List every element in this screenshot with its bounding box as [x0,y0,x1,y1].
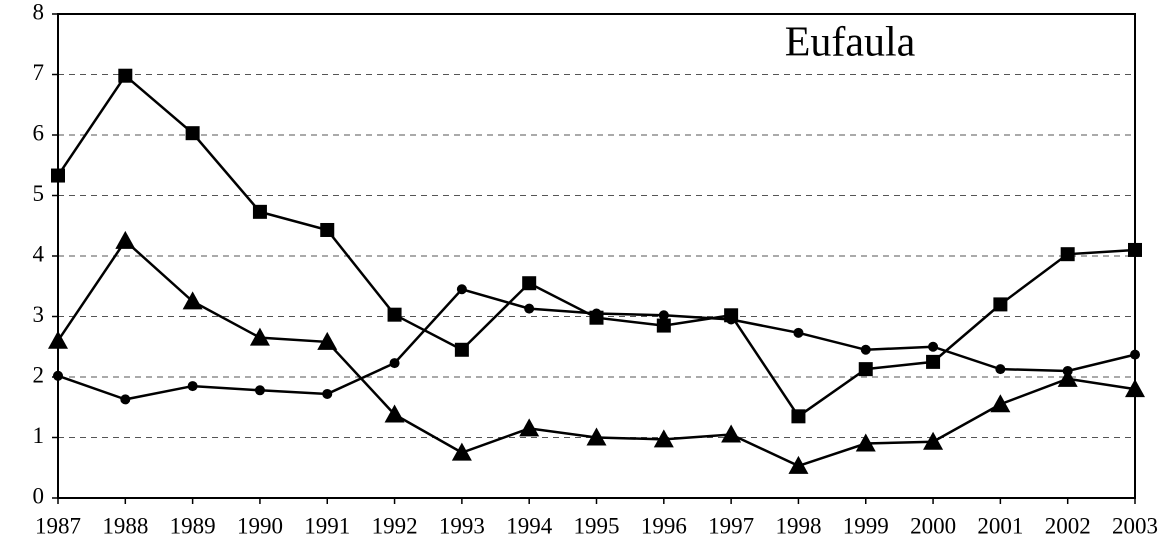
x-tick-label: 2003 [1112,513,1158,538]
y-tick-label: 4 [33,241,45,266]
triangle-marker [721,424,742,443]
triangle-marker [1057,368,1078,387]
y-tick-label: 2 [33,362,45,387]
triangle-marker [115,230,136,249]
square-marker [118,68,133,83]
y-tick-label: 7 [33,60,45,85]
circle-marker [995,364,1006,375]
y-tick-label: 0 [33,483,45,508]
square-marker [252,204,267,219]
x-tick-label: 1988 [102,513,148,538]
triangle-marker [519,418,540,437]
circle-marker [1062,365,1073,376]
triangle-marker [182,291,203,310]
circle-marker [591,308,602,319]
square-marker [858,362,873,377]
series-line [57,287,1136,401]
series-line [56,73,1136,419]
circle-marker [524,303,535,314]
x-tick-label: 1999 [843,513,889,538]
x-tick-label: 1997 [708,513,754,538]
square-marker [791,409,806,424]
triangle-marker [317,331,338,350]
square-marker [185,126,200,141]
triangle-marker [990,394,1011,413]
x-tick-label: 1998 [775,513,821,538]
triangle-marker [48,330,68,349]
circle-marker [120,394,131,405]
x-tick-label: 1987 [35,513,81,538]
triangle-marker [451,442,472,461]
circle-marker [187,381,198,392]
triangle-marker [586,427,607,446]
x-tick-label: 1991 [304,513,350,538]
circle-marker [322,388,333,399]
circle-marker [1130,349,1140,360]
square-marker [522,276,537,291]
y-tick-label: 1 [33,423,45,448]
x-tick-label: 1992 [372,513,418,538]
square-marker [387,307,402,322]
x-tick-label: 2001 [977,513,1023,538]
circle-marker [53,370,63,381]
triangle-marker [384,404,405,423]
x-tick-label: 1994 [506,513,553,538]
triangle-marker [653,429,674,448]
y-tick-label: 3 [33,302,45,327]
triangle-marker [855,433,876,452]
y-tick-label: 8 [33,0,45,24]
circle-marker [254,385,265,396]
square-marker [454,342,469,357]
x-tick-label: 2000 [910,513,956,538]
square-marker [1060,247,1075,262]
circle-marker [726,314,737,325]
circle-marker [456,284,467,295]
circle-marker [928,341,939,352]
x-tick-label: 2002 [1045,513,1091,538]
x-tick-label: 1996 [641,513,687,538]
circle-marker [860,344,871,355]
x-tick-label: 1995 [574,513,620,538]
triangle-marker [923,431,944,450]
square-marker [51,168,65,183]
triangle-marker [249,327,270,346]
chart-title: Eufaula [785,20,916,66]
triangle-marker [788,455,809,474]
x-tick-label: 1989 [170,513,216,538]
y-tick-label: 6 [33,120,45,145]
square-marker [993,297,1008,312]
square-marker [1128,242,1142,257]
square-marker [320,222,335,237]
square-marker [656,318,671,333]
circle-marker [658,310,669,321]
square-marker [926,354,941,369]
triangle-marker [1125,379,1145,398]
y-tick-label: 5 [33,181,45,206]
circle-marker [389,358,400,369]
circle-marker [793,327,804,338]
x-tick-label: 1993 [439,513,485,538]
x-tick-label: 1990 [237,513,283,538]
